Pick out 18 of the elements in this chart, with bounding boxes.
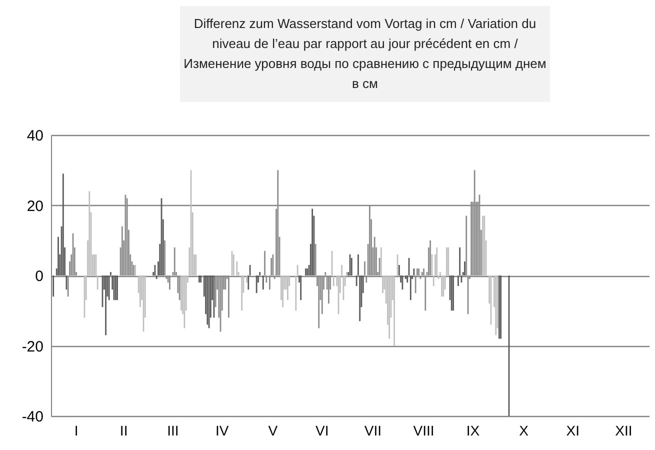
x-tick-label: IX <box>466 422 480 438</box>
chart-title: Differenz zum Wasserstand vom Vortag in cm / Variation du niveau de l’eau par rapport au jour précédent en cm / Изменение уровня воды по сравнению с предыдущим днем в см <box>180 6 550 102</box>
x-tick-label: I <box>74 422 78 438</box>
x-tick-label: III <box>167 422 179 438</box>
x-tick-label: XI <box>566 422 580 438</box>
x-tick-label: XII <box>615 422 632 438</box>
y-tick-label: 0 <box>35 268 44 285</box>
x-tick-label: VII <box>364 422 382 438</box>
x-tick-label: V <box>268 422 278 438</box>
x-tick-label: VI <box>316 422 329 438</box>
x-tick-label: IV <box>216 422 230 438</box>
x-tick-label: VIII <box>413 422 434 438</box>
y-tick-label: 20 <box>26 198 44 215</box>
x-tick-label: X <box>519 422 530 438</box>
y-tick-label: -40 <box>22 408 44 426</box>
y-tick-label: 40 <box>26 128 44 144</box>
x-tick-label: II <box>120 422 128 438</box>
y-tick-label: -20 <box>22 338 44 356</box>
